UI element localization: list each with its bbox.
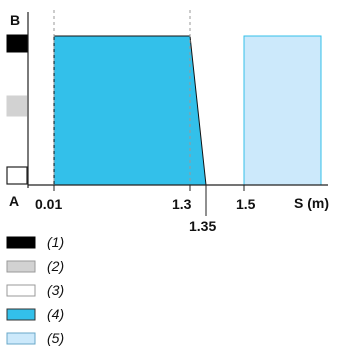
legend-swatch-1 xyxy=(6,236,36,249)
tick-label-001: 0.01 xyxy=(35,196,63,212)
tick-label-15: 1.5 xyxy=(236,196,256,212)
side-marker-2 xyxy=(6,95,28,117)
zone-5-shape xyxy=(243,35,322,186)
vertical-axis-label: B xyxy=(10,12,21,28)
side-marker-3 xyxy=(6,166,28,185)
zone-4-shape xyxy=(53,35,207,186)
legend-swatch-2 xyxy=(6,260,36,273)
tick-label-135: 1.35 xyxy=(189,218,217,234)
legend-label-1: (1) xyxy=(47,234,65,250)
legend-label-2: (2) xyxy=(47,258,65,274)
horizontal-axis-label: S (m) xyxy=(294,195,329,211)
tick-label-13: 1.3 xyxy=(172,196,192,212)
legend-swatch-5 xyxy=(6,332,36,345)
legend-label-3: (3) xyxy=(47,282,65,298)
legend-swatch-3 xyxy=(6,284,36,297)
side-marker-1 xyxy=(6,34,28,53)
legend-label-5: (5) xyxy=(47,330,65,346)
origin-label: A xyxy=(9,193,20,209)
legend-swatch-4 xyxy=(6,308,36,321)
legend-label-4: (4) xyxy=(47,306,65,322)
